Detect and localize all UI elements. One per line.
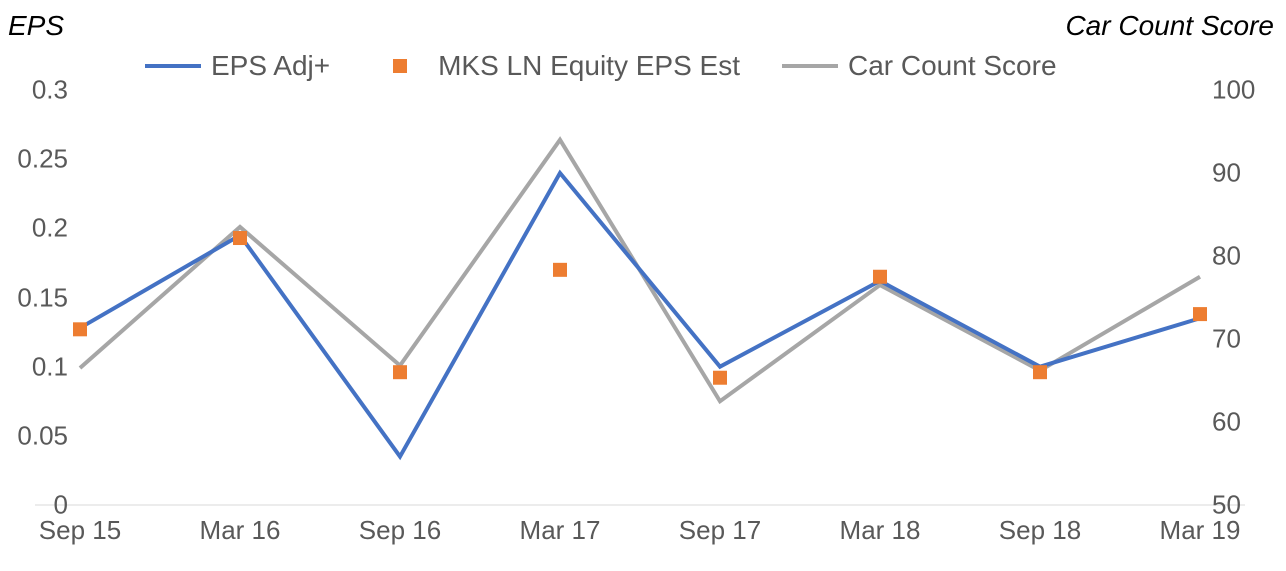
left-tick-label: 0.1 xyxy=(32,351,68,382)
series-eps-est-marker xyxy=(1193,307,1207,321)
series-eps-est-marker xyxy=(873,270,887,284)
x-tick-label: Sep 15 xyxy=(39,515,121,546)
plot-area xyxy=(0,0,1286,571)
series-eps-est-marker xyxy=(233,231,247,245)
left-tick-label: 0.05 xyxy=(17,420,68,451)
x-tick-label: Sep 18 xyxy=(999,515,1081,546)
series-eps-adj-line xyxy=(80,173,1200,457)
left-tick-label: 0.2 xyxy=(32,213,68,244)
left-tick-label: 0.25 xyxy=(17,144,68,175)
right-tick-label: 60 xyxy=(1212,407,1241,438)
series-eps-est-marker xyxy=(553,263,567,277)
left-tick-label: 0.15 xyxy=(17,282,68,313)
left-tick-label: 0.3 xyxy=(32,75,68,106)
series-eps-est-marker xyxy=(713,371,727,385)
right-tick-label: 100 xyxy=(1212,75,1255,106)
right-tick-label: 70 xyxy=(1212,324,1241,355)
x-tick-label: Sep 17 xyxy=(679,515,761,546)
eps-car-count-chart: EPS Car Count Score EPS Adj+MKS LN Equit… xyxy=(0,0,1286,571)
x-tick-label: Mar 17 xyxy=(520,515,601,546)
right-tick-label: 80 xyxy=(1212,241,1241,272)
series-eps-est-marker xyxy=(73,322,87,336)
x-tick-label: Mar 18 xyxy=(840,515,921,546)
x-tick-label: Mar 16 xyxy=(200,515,281,546)
x-tick-label: Sep 16 xyxy=(359,515,441,546)
series-eps-est-marker xyxy=(1033,365,1047,379)
series-eps-est-marker xyxy=(393,365,407,379)
right-tick-label: 90 xyxy=(1212,158,1241,189)
x-tick-label: Mar 19 xyxy=(1160,515,1241,546)
